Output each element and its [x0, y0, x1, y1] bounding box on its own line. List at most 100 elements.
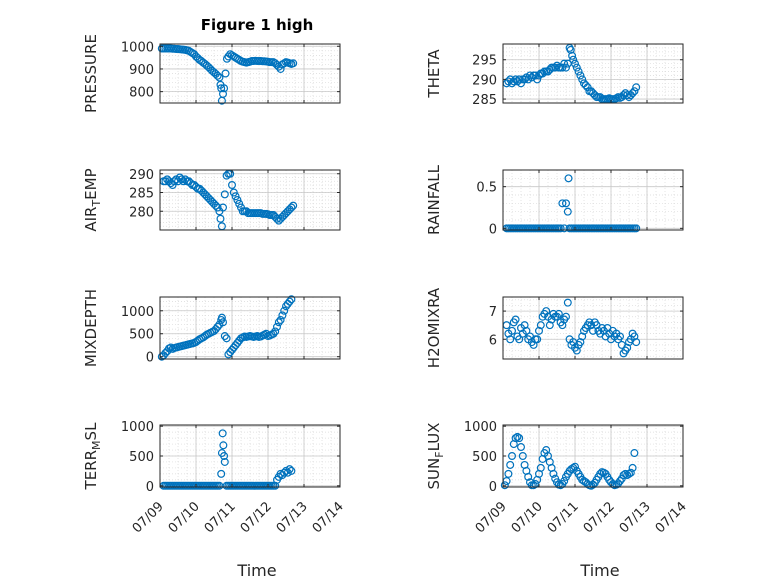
data-point: [524, 472, 533, 481]
y-axis-label: SUNFLUX: [425, 423, 446, 490]
data-point: [229, 188, 238, 197]
data-point: [570, 59, 579, 68]
data-point: [216, 214, 225, 223]
panel-terr-msl: 0 500 1000 TERRMSL 07/0907/1007/1107/1207/13…: [82, 420, 347, 536]
y-axis-label: THETA: [425, 49, 443, 99]
y-tick-label: 800: [129, 86, 154, 101]
x-tick-label: 07/13: [617, 499, 654, 536]
y-tick-label: 0.5: [476, 181, 497, 196]
data-point: [581, 81, 590, 90]
y-tick-label: 0: [489, 480, 497, 495]
x-tick-label: 07/13: [274, 499, 311, 536]
data-point: [213, 322, 222, 331]
data-point: [628, 463, 637, 472]
data-point: [233, 196, 242, 205]
data-point: [274, 318, 283, 327]
data-point: [588, 326, 597, 335]
y-axis-label: MIXDEPTH: [82, 289, 100, 367]
axes-frame: [159, 296, 341, 360]
y-axis-label: TERRMSL: [82, 422, 103, 491]
data-point: [570, 462, 579, 471]
data-point: [515, 335, 524, 344]
data-point: [568, 51, 577, 60]
data-point: [563, 207, 572, 216]
data-point: [529, 340, 538, 349]
data-point: [228, 181, 237, 190]
data-point: [630, 332, 639, 341]
data-point: [515, 75, 524, 84]
x-tick-label: 07/11: [545, 499, 582, 536]
data-point: [566, 45, 575, 54]
y-tick-label: 0: [489, 222, 497, 237]
data-point: [578, 75, 587, 84]
data-point: [513, 432, 522, 441]
data-point: [168, 181, 177, 190]
data-point: [213, 203, 222, 212]
data-point: [511, 434, 520, 443]
data-point: [273, 214, 282, 223]
axes-frame: [502, 296, 684, 360]
data-point: [508, 326, 517, 335]
data-point: [556, 224, 565, 233]
x-tick-label: 07/12: [238, 499, 275, 536]
data-point: [220, 84, 229, 93]
panel-mixdepth: 0 500 1000 MIXDEPTH: [82, 289, 341, 367]
data-point: [624, 469, 633, 478]
data-point: [220, 457, 229, 466]
axes-frame: [502, 43, 684, 104]
data-point: [628, 89, 637, 98]
data-point: [219, 89, 228, 98]
data-point: [280, 306, 289, 315]
data-point: [534, 326, 543, 335]
data-point: [560, 59, 569, 68]
panel-sun-flux: 0 500 1000 SUNFLUX 07/0907/1007/1107/1207/13…: [425, 420, 690, 536]
data-point: [518, 452, 527, 461]
data-point: [287, 203, 296, 212]
x-tick-label: 07/09: [130, 499, 167, 536]
panel-air-temp: 280 285 290 AIRTEMP: [82, 168, 341, 232]
data-point: [161, 177, 170, 186]
data-point: [576, 71, 585, 80]
data-point: [509, 77, 518, 86]
data-point: [221, 69, 230, 78]
y-tick-label: 500: [472, 450, 497, 465]
y-axis-label: RAINFALL: [425, 164, 443, 235]
data-point: [615, 332, 624, 341]
data-point: [561, 199, 570, 208]
data-point: [504, 469, 513, 478]
x-axis-label-left: Time: [236, 561, 276, 580]
data-point: [219, 318, 228, 327]
panel-h2omixra: 6 7 H2OMIXRA: [425, 287, 684, 368]
data-point: [506, 335, 515, 344]
data-point: [576, 338, 585, 347]
data-point: [219, 441, 228, 450]
data-point: [211, 201, 220, 210]
data-point: [217, 313, 226, 322]
data-point: [558, 63, 567, 72]
data-point: [569, 55, 578, 64]
data-point: [561, 63, 570, 72]
x-tick-label: 07/11: [202, 499, 239, 536]
y-tick-label: 500: [129, 450, 154, 465]
y-tick-label: 290: [129, 168, 154, 183]
panel-theta: 285 290 295 THETA: [425, 43, 684, 108]
x-tick-label: 07/10: [509, 499, 546, 536]
y-tick-label: 1000: [121, 420, 154, 435]
data-point: [278, 311, 287, 320]
data-point: [179, 177, 188, 186]
data-point: [177, 175, 186, 184]
data-point: [285, 465, 294, 474]
data-point: [273, 322, 282, 331]
x-tick-label: 07/12: [581, 499, 618, 536]
data-point: [515, 434, 524, 443]
data-point: [549, 469, 558, 478]
data-point: [612, 94, 621, 103]
y-tick-label: 285: [472, 93, 497, 108]
y-tick-label: 500: [129, 328, 154, 343]
data-point: [285, 297, 294, 306]
y-tick-label: 6: [489, 333, 497, 348]
y-tick-label: 1000: [121, 305, 154, 320]
data-point: [578, 332, 587, 341]
data-point: [269, 329, 278, 338]
